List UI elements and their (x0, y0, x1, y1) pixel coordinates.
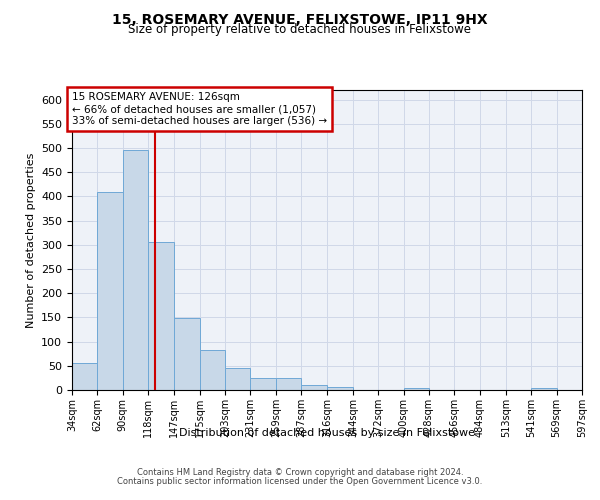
Bar (72, 364, 97, 390)
Bar (250, 378, 276, 390)
Bar (175, 318, 200, 390)
Bar (404, 388, 429, 390)
Text: Contains HM Land Registry data © Crown copyright and database right 2024.: Contains HM Land Registry data © Crown c… (137, 468, 463, 477)
Text: 15 ROSEMARY AVENUE: 126sqm
← 66% of detached houses are smaller (1,057)
33% of s: 15 ROSEMARY AVENUE: 126sqm ← 66% of deta… (72, 92, 327, 126)
Bar (123, 150, 148, 390)
Bar (301, 385, 328, 390)
Text: Distribution of detached houses by size in Felixstowe: Distribution of detached houses by size … (179, 428, 475, 438)
Text: Size of property relative to detached houses in Felixstowe: Size of property relative to detached ho… (128, 22, 472, 36)
Y-axis label: Number of detached properties: Number of detached properties (26, 152, 35, 328)
Text: Contains public sector information licensed under the Open Government Licence v3: Contains public sector information licen… (118, 476, 482, 486)
Bar (531, 388, 557, 390)
Bar (148, 242, 175, 390)
Bar (97, 192, 123, 390)
Text: 15, ROSEMARY AVENUE, FELIXSTOWE, IP11 9HX: 15, ROSEMARY AVENUE, FELIXSTOWE, IP11 9H… (112, 12, 488, 26)
Bar (200, 350, 225, 390)
Bar (276, 378, 301, 390)
Bar (225, 368, 250, 390)
Bar (328, 386, 353, 390)
